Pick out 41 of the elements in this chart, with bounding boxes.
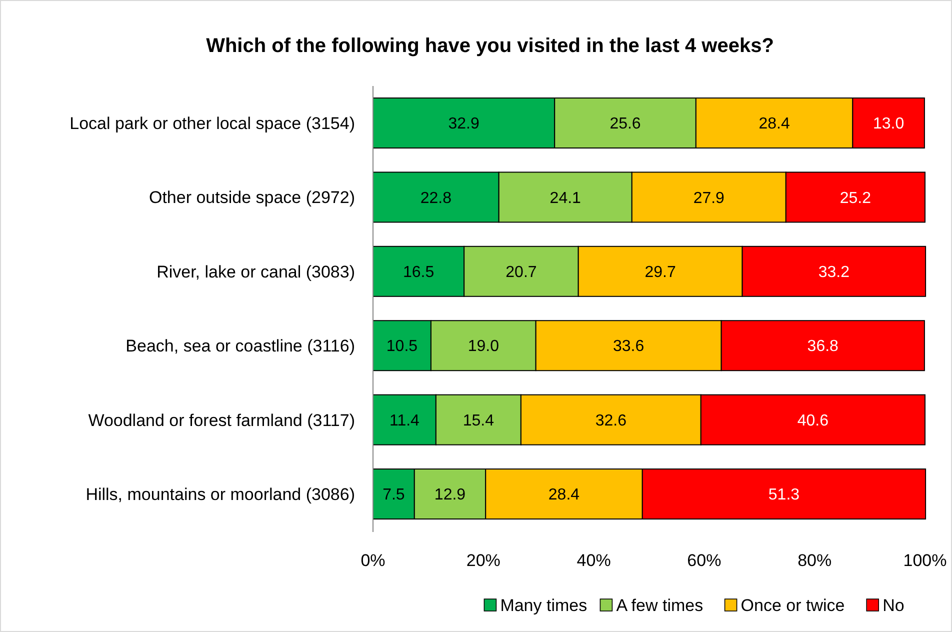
y-tick-label: Beach, sea or coastline (3116) xyxy=(126,336,355,356)
x-tick-label: 20% xyxy=(466,551,500,570)
data-label: 36.8 xyxy=(807,338,839,356)
data-label: 28.4 xyxy=(548,486,580,504)
data-label: 10.5 xyxy=(386,338,418,356)
data-label: 19.0 xyxy=(468,338,500,356)
y-tick-label: Local park or other local space (3154) xyxy=(70,114,355,133)
legend-label: A few times xyxy=(616,596,704,615)
data-label: 22.8 xyxy=(420,190,452,207)
data-label: 16.5 xyxy=(402,264,434,281)
x-tick-label: 40% xyxy=(576,551,611,570)
chart-title: Which of the following have you visited in the last 4 weeks? xyxy=(206,35,774,57)
legend-label: No xyxy=(882,596,904,615)
data-label: 11.4 xyxy=(389,412,420,430)
x-tick-label: 0% xyxy=(360,551,386,570)
data-label: 7.5 xyxy=(382,486,405,504)
y-tick-label: Other outside space (2972) xyxy=(148,188,355,208)
data-label: 32.9 xyxy=(448,116,480,133)
data-label: 25.6 xyxy=(610,116,641,133)
data-label: 33.6 xyxy=(613,338,644,356)
data-label: 33.2 xyxy=(818,264,850,281)
data-label: 32.6 xyxy=(595,412,627,430)
legend-label: Many times xyxy=(500,596,588,615)
data-label: 25.2 xyxy=(840,190,872,207)
data-label: 12.9 xyxy=(434,486,466,504)
data-label: 27.9 xyxy=(693,190,725,207)
data-label: 29.7 xyxy=(644,264,676,281)
legend-label: Once or twice xyxy=(740,596,845,615)
data-label: 20.7 xyxy=(506,264,537,281)
data-label: 28.4 xyxy=(758,116,790,133)
x-tick-label: 80% xyxy=(798,551,832,570)
data-label: 51.3 xyxy=(768,486,800,504)
y-tick-label: Hills, mountains or moorland (3086) xyxy=(86,484,355,504)
data-label: 24.1 xyxy=(550,190,582,207)
x-tick-label: 100% xyxy=(903,551,947,570)
data-label: 15.4 xyxy=(462,412,494,430)
x-tick-label: 60% xyxy=(687,551,722,570)
y-tick-label: River, lake or canal (3083) xyxy=(156,262,355,282)
data-label: 40.6 xyxy=(797,412,829,430)
data-label: 13.0 xyxy=(873,116,904,133)
y-tick-label: Woodland or forest farmland (3117) xyxy=(88,410,355,430)
